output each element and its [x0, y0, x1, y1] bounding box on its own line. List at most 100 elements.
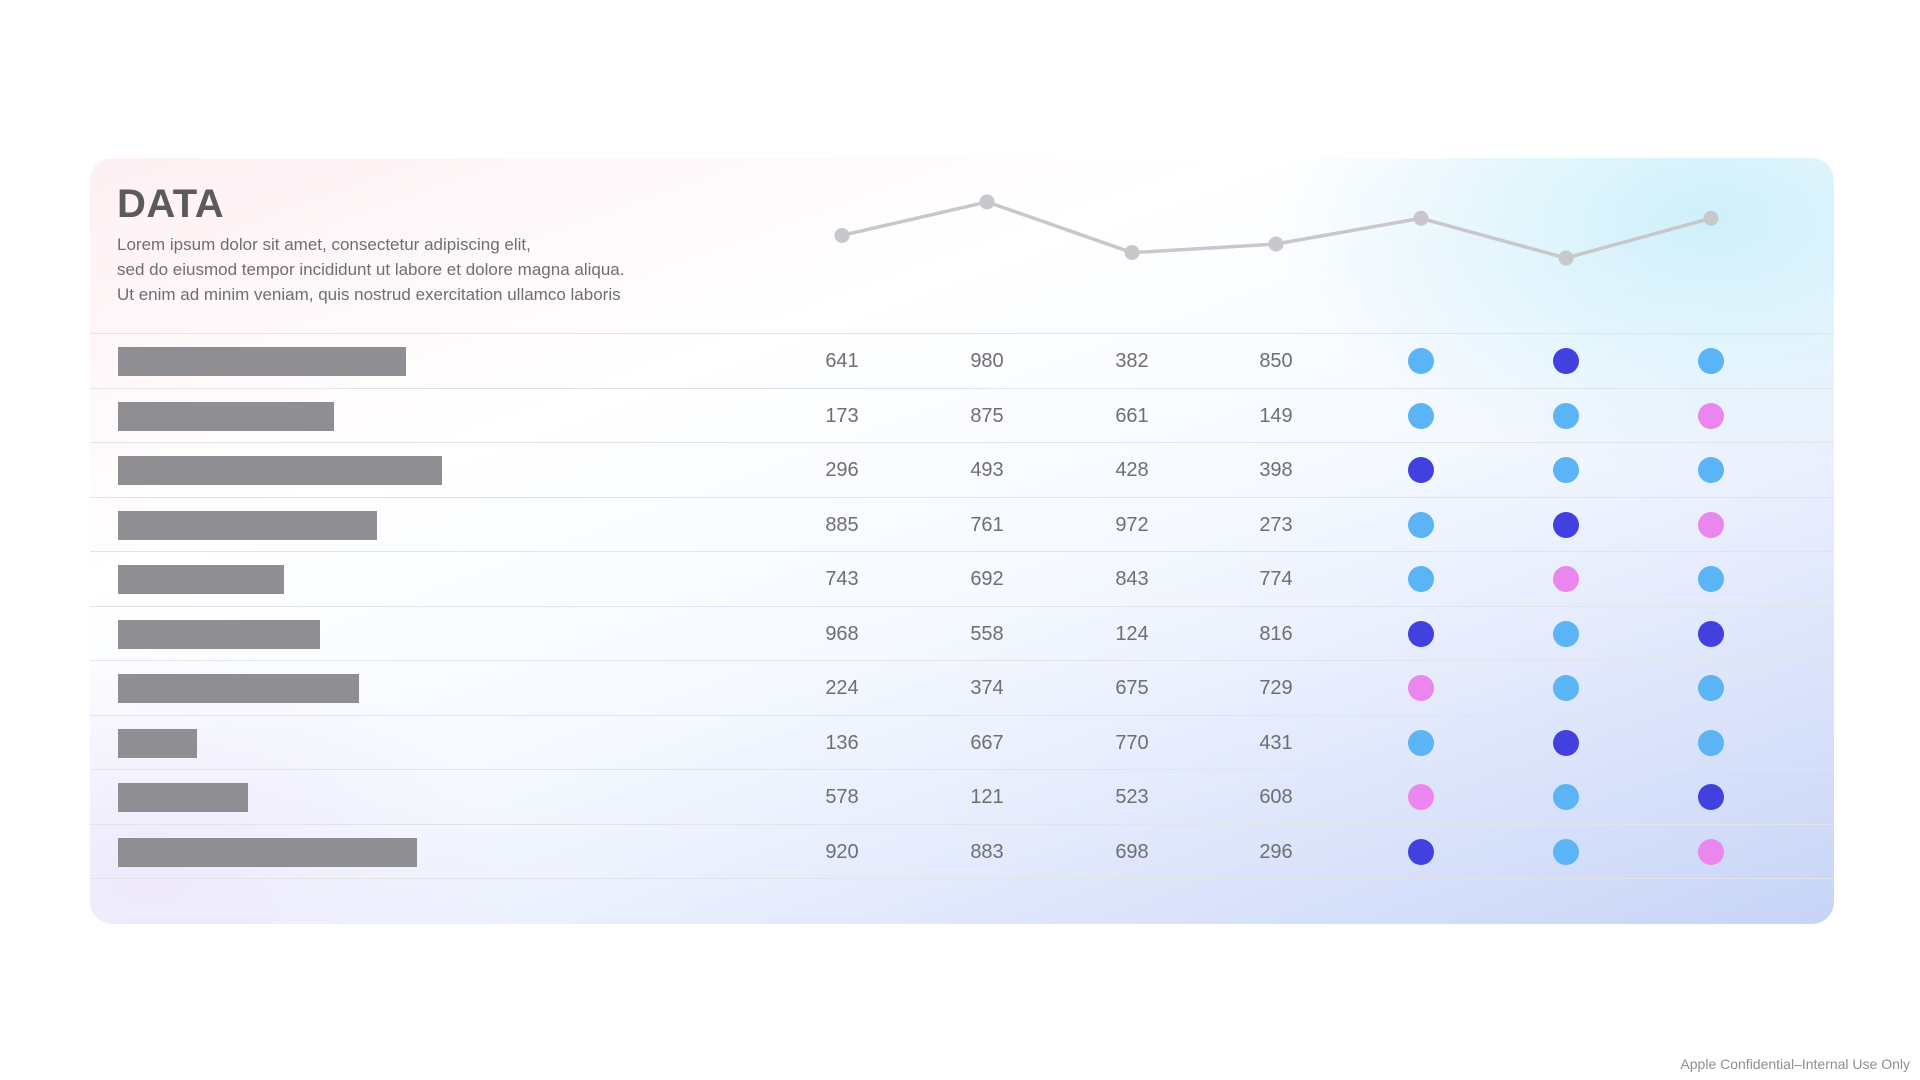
table-cell-value: 398: [1259, 459, 1293, 481]
table-row: 885 761 972 273: [90, 496, 1834, 551]
status-dot-indigo: [1698, 784, 1724, 810]
table-cell-value: 667: [970, 731, 1004, 754]
table-cell-value: 493: [970, 459, 1004, 481]
table-cell-value: 578: [825, 786, 859, 808]
status-dot-light-blue: [1698, 729, 1724, 756]
table-cell-value: 173: [825, 404, 859, 427]
table-cell-value: 431: [1259, 731, 1293, 754]
table-row: 296 493 428 398: [90, 442, 1834, 496]
table-cell-value: 608: [1259, 786, 1293, 808]
status-dot-indigo: [1698, 620, 1724, 647]
table-cell-value: 224: [825, 677, 859, 699]
status-dot-indigo: [1553, 729, 1579, 756]
status-dot-light-blue: [1698, 457, 1724, 483]
table-cell-value: 136: [825, 731, 859, 754]
card-description: Lorem ipsum dolor sit amet, consectetur …: [117, 232, 737, 307]
card-title: DATA: [117, 182, 225, 226]
series-line: [841, 200, 1712, 260]
table-cell-value: 692: [970, 568, 1004, 590]
status-dot-pink: [1408, 784, 1434, 810]
table-cell-value: 523: [1115, 786, 1149, 808]
table-cell-value: 273: [1259, 513, 1293, 536]
table-row: 173 875 661 149: [90, 387, 1834, 442]
table-row: 224 374 675 729: [90, 660, 1834, 714]
table-cell-value: 816: [1259, 622, 1293, 645]
table-cell-value: 972: [1115, 513, 1149, 536]
table-cell-value: 558: [970, 622, 1004, 645]
table-cell-value: 296: [825, 459, 859, 481]
row-bar: [118, 401, 334, 431]
table-cell-value: 885: [825, 513, 859, 536]
status-dot-light-blue: [1553, 784, 1579, 810]
status-dot-light-blue: [1698, 566, 1724, 592]
row-bar: [118, 783, 248, 812]
status-dot-light-blue: [1408, 402, 1434, 429]
table-cell-value: 121: [970, 786, 1004, 808]
status-dot-indigo: [1553, 511, 1579, 538]
table-cell-value: 843: [1115, 568, 1149, 590]
row-bar: [118, 565, 284, 594]
table-cell-value: 428: [1115, 459, 1149, 481]
line-point: [1268, 236, 1284, 252]
table-cell-value: 149: [1259, 404, 1293, 427]
row-bar: [118, 674, 360, 703]
row-bar: [118, 619, 320, 649]
table-cell-value: 698: [1115, 840, 1149, 863]
table-cell-value: 850: [1259, 350, 1293, 372]
table-cell-value: 774: [1259, 568, 1293, 590]
table-cell-value: 374: [970, 677, 1004, 699]
table-cell-value: 382: [1115, 350, 1149, 372]
status-dot-light-blue: [1698, 348, 1724, 374]
table-cell-value: 770: [1115, 731, 1149, 754]
table-row: 641 980 382 850: [90, 333, 1834, 387]
line-point: [1558, 250, 1574, 266]
data-card: DATA Lorem ipsum dolor sit amet, consect…: [90, 158, 1834, 924]
status-dot-pink: [1698, 838, 1724, 865]
status-dot-pink: [1698, 511, 1724, 538]
status-dot-light-blue: [1408, 348, 1434, 374]
status-dot-light-blue: [1553, 620, 1579, 647]
table-row: 968 558 124 816: [90, 605, 1834, 660]
table-cell-value: 968: [825, 622, 859, 645]
table-row: 920 883 698 296: [90, 823, 1834, 879]
table-cell-value: 729: [1259, 677, 1293, 699]
table-row: 578 121 523 608: [90, 769, 1834, 823]
description-line: Lorem ipsum dolor sit amet, consectetur …: [117, 235, 531, 254]
line-point: [1124, 245, 1140, 261]
status-dot-light-blue: [1553, 457, 1579, 483]
table-cell-value: 124: [1115, 622, 1149, 645]
table-cell-value: 980: [970, 350, 1004, 372]
status-dot-indigo: [1408, 457, 1434, 483]
description-line: Ut enim ad minim veniam, quis nostrud ex…: [117, 285, 621, 304]
table-cell-value: 875: [970, 404, 1004, 427]
status-dot-light-blue: [1553, 838, 1579, 865]
line-point: [834, 227, 850, 243]
status-dot-light-blue: [1553, 402, 1579, 429]
row-bar: [118, 510, 378, 540]
row-bar: [118, 347, 406, 376]
status-dot-pink: [1553, 566, 1579, 592]
description-line: sed do eiusmod tempor incididunt ut labo…: [117, 260, 625, 279]
row-bar: [118, 837, 417, 867]
table-cell-value: 743: [825, 568, 859, 590]
status-dot-pink: [1698, 402, 1724, 429]
table-cell-value: 883: [970, 840, 1004, 863]
status-dot-indigo: [1408, 838, 1434, 865]
table-cell-value: 675: [1115, 677, 1149, 699]
table-cell-value: 920: [825, 840, 859, 863]
row-bar: [118, 456, 442, 485]
confidentiality-footer: Apple Confidential–Internal Use Only: [1680, 1056, 1910, 1072]
table-cell-value: 296: [1259, 840, 1293, 863]
line-point: [1413, 210, 1429, 226]
table-row: 136 667 770 431: [90, 714, 1834, 769]
status-dot-pink: [1408, 675, 1434, 701]
status-dot-light-blue: [1408, 511, 1434, 538]
row-bar: [118, 728, 198, 758]
status-dot-light-blue: [1698, 675, 1724, 701]
status-dot-indigo: [1408, 620, 1434, 647]
table-row: 743 692 843 774: [90, 551, 1834, 605]
status-dot-light-blue: [1553, 675, 1579, 701]
status-dot-light-blue: [1408, 566, 1434, 592]
table-cell-value: 641: [825, 350, 859, 372]
